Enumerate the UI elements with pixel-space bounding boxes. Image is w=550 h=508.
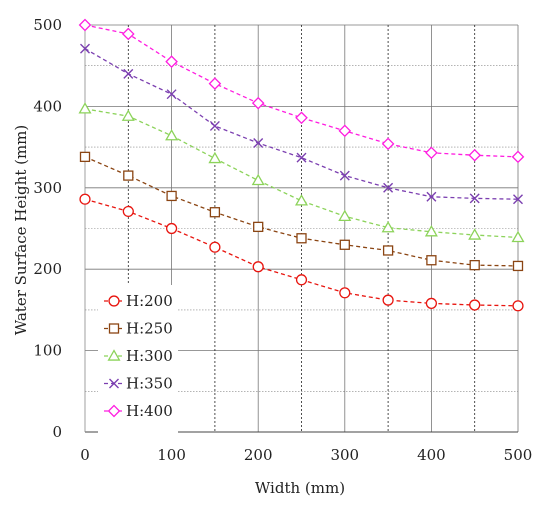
data-point-triangle — [468, 228, 482, 240]
data-point-circle — [252, 261, 264, 273]
data-point-circle — [79, 193, 91, 205]
y-tick-label: 0 — [52, 423, 62, 441]
data-point-diamond — [208, 77, 222, 90]
data-point-circle — [512, 300, 524, 312]
data-point-x — [109, 378, 119, 389]
data-point-diamond — [121, 27, 135, 41]
x-tick-label: 300 — [330, 446, 359, 464]
series-group — [78, 18, 525, 312]
data-point-triangle — [107, 349, 121, 361]
data-point-square — [253, 221, 264, 233]
legend-label: H:350 — [126, 375, 173, 393]
data-point-circle — [209, 241, 221, 253]
data-point-diamond — [107, 404, 121, 418]
data-point-circle — [295, 274, 308, 286]
data-point-triangle — [165, 128, 179, 141]
data-point-x — [166, 89, 177, 100]
data-point-circle — [469, 299, 481, 311]
data-point-circle — [166, 222, 178, 235]
series-line — [84, 24, 519, 158]
legend-item: H:350 — [104, 375, 173, 393]
data-point-x — [80, 43, 90, 54]
data-point-x — [426, 191, 437, 202]
data-point-diamond — [295, 111, 308, 125]
data-point-x — [209, 120, 220, 131]
data-point-square — [123, 170, 134, 181]
legend-item: H:300 — [104, 347, 173, 365]
x-tick-label: 400 — [417, 446, 446, 464]
x-tick-label: 200 — [244, 446, 273, 464]
legend-label: H:200 — [126, 292, 173, 310]
data-point-triangle — [338, 209, 352, 221]
data-point-diamond — [251, 96, 265, 110]
legend-item: H:200 — [104, 292, 173, 310]
data-point-triangle — [511, 230, 525, 243]
data-point-square — [469, 259, 480, 271]
data-point-square — [296, 233, 307, 244]
legend-item: H:250 — [104, 320, 173, 338]
series-h-350 — [80, 43, 523, 205]
series-h-250 — [79, 151, 524, 272]
data-point-diamond — [381, 137, 395, 151]
data-point-square — [339, 239, 350, 250]
data-point-x — [383, 182, 394, 193]
data-point-circle — [425, 297, 437, 309]
data-point-square — [166, 190, 177, 202]
legend-label: H:250 — [126, 320, 173, 338]
series-line — [84, 48, 519, 200]
x-tick-label: 500 — [504, 446, 533, 464]
data-point-diamond — [468, 148, 482, 162]
data-point-square — [209, 207, 221, 218]
y-tick-label: 200 — [33, 260, 62, 278]
x-tick-label: 0 — [80, 446, 90, 464]
legend-item: H:400 — [104, 402, 173, 420]
data-point-circle — [108, 295, 120, 307]
data-point-x — [513, 194, 523, 205]
series-h-200 — [79, 193, 524, 312]
data-point-triangle — [208, 151, 222, 164]
data-point-square — [426, 255, 437, 266]
data-point-diamond — [511, 150, 525, 164]
series-h-300 — [78, 102, 525, 243]
y-tick-label: 300 — [33, 179, 62, 197]
y-tick-label: 400 — [33, 97, 62, 115]
data-point-diamond — [425, 146, 438, 160]
data-point-square — [108, 323, 120, 334]
legend-label: H:400 — [126, 402, 173, 420]
data-point-x — [469, 193, 480, 204]
y-tick-label: 100 — [33, 342, 62, 360]
data-point-triangle — [424, 225, 438, 237]
data-point-triangle — [78, 102, 92, 114]
data-point-circle — [339, 287, 351, 299]
data-point-diamond — [338, 124, 352, 138]
y-tick-label: 500 — [33, 16, 62, 34]
data-point-x — [296, 152, 307, 163]
data-point-x — [339, 170, 350, 181]
series-h-400 — [78, 18, 525, 164]
data-point-square — [512, 260, 524, 272]
data-point-circle — [382, 294, 394, 306]
data-point-triangle — [381, 220, 395, 233]
series-line — [84, 108, 519, 239]
data-point-square — [79, 151, 91, 163]
data-point-triangle — [121, 109, 135, 121]
y-axis-label: Water Surface Height (mm) — [12, 125, 30, 336]
data-point-x — [123, 68, 134, 79]
data-point-diamond — [165, 55, 178, 68]
data-point-diamond — [78, 18, 92, 32]
legend-label: H:300 — [126, 347, 173, 365]
data-point-triangle — [294, 194, 309, 206]
x-tick-label: 100 — [157, 446, 186, 464]
x-axis-label: Width (mm) — [255, 479, 345, 497]
axes: 0 100 200 300 400 500 0 100 200 300 400 500 — [33, 16, 532, 464]
data-point-square — [382, 245, 394, 256]
legend: H:200 H:250 H:300 H:350 H:400 — [98, 285, 178, 433]
data-point-x — [253, 138, 264, 149]
data-point-triangle — [251, 173, 265, 186]
data-point-circle — [122, 205, 134, 218]
